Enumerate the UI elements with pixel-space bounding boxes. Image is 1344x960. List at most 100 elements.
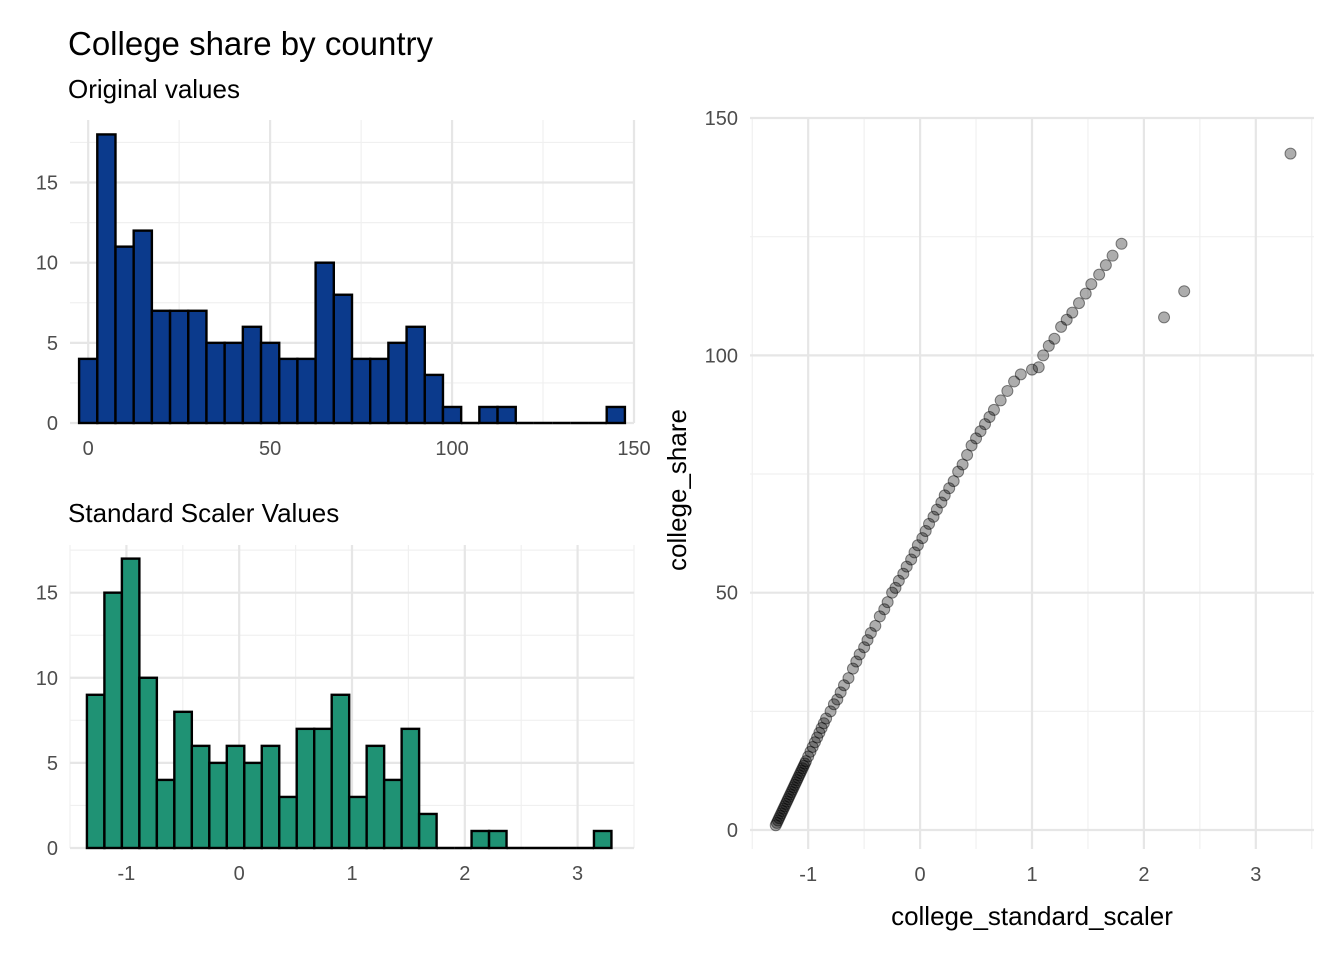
scatter-point xyxy=(770,816,783,829)
scatter-point xyxy=(794,767,807,780)
x-tick-label: 3 xyxy=(1250,864,1261,886)
scatter-point xyxy=(1066,306,1079,319)
scatter-point xyxy=(827,698,840,711)
scatter-point xyxy=(1093,268,1106,281)
histogram-bar xyxy=(330,693,351,850)
histogram-bar xyxy=(259,341,281,425)
scatter-point xyxy=(961,449,974,462)
scatter-point xyxy=(842,672,855,685)
scatter-point xyxy=(1055,320,1068,333)
histogram-bar xyxy=(208,761,228,850)
histogram-bar xyxy=(350,357,372,425)
scatter-point xyxy=(813,726,826,739)
scatter-point xyxy=(806,740,819,753)
histogram-bar xyxy=(260,744,281,850)
histogram-bar xyxy=(225,744,246,850)
scatter-point xyxy=(965,439,978,452)
histogram-bar xyxy=(405,325,426,425)
histogram-bar xyxy=(103,591,124,850)
scatter-point xyxy=(795,764,808,777)
histogram-bar xyxy=(132,229,154,425)
scatter-point xyxy=(947,475,960,488)
scatter-point xyxy=(970,432,983,445)
scatter-point xyxy=(784,788,797,801)
x-tick-label: 2 xyxy=(1138,864,1149,886)
scatter-point xyxy=(1284,147,1297,160)
y-tick-label: 10 xyxy=(36,253,58,275)
scatter-point xyxy=(776,805,789,818)
histogram-bar xyxy=(138,676,159,850)
scatter-point xyxy=(956,458,969,471)
histogram-bar xyxy=(243,761,263,850)
histogram-bar xyxy=(241,325,263,425)
histogram-bar xyxy=(173,710,194,850)
scatter-point xyxy=(778,800,791,813)
histogram-bar xyxy=(496,405,517,425)
histogram-bar xyxy=(605,405,627,425)
x-tick-label: -1 xyxy=(799,864,817,886)
scatter-point xyxy=(1115,237,1128,250)
x-tick-label: 3 xyxy=(572,863,583,885)
y-tick-label: 50 xyxy=(716,583,738,605)
y-tick-label: 0 xyxy=(47,413,58,435)
scatter-y-axis-title: college_share xyxy=(662,409,692,571)
scatter-point xyxy=(798,757,811,770)
scatter-point xyxy=(824,705,837,718)
y-tick-label: 5 xyxy=(47,333,58,355)
scatter-point xyxy=(783,790,796,803)
histogram-bar xyxy=(313,727,333,850)
histogram-bar xyxy=(470,829,491,850)
scatter-point xyxy=(994,394,1007,407)
scatter-point xyxy=(908,546,921,559)
scatter-point xyxy=(878,603,891,616)
scatter-point xyxy=(1037,349,1050,362)
scatter-point xyxy=(1048,332,1061,345)
histogram-original-subtitle: Original values xyxy=(68,74,240,104)
scatter-point xyxy=(1073,297,1085,310)
scatter-point xyxy=(792,771,805,784)
y-tick-label: 0 xyxy=(47,838,58,860)
x-tick-label: 50 xyxy=(259,438,281,460)
scatter-point xyxy=(789,776,802,789)
scatter-point xyxy=(935,496,948,509)
scatter-point xyxy=(786,783,799,796)
scatter-point xyxy=(1099,259,1112,272)
histogram-bar xyxy=(168,309,190,425)
scatter-point xyxy=(785,786,798,799)
scatter-point xyxy=(817,717,830,730)
scatter-point xyxy=(1026,363,1038,376)
scatter-point xyxy=(804,745,817,758)
scatter-point xyxy=(919,524,932,537)
scatter-point xyxy=(897,567,910,580)
histogram-bar xyxy=(347,795,368,850)
histogram-bar xyxy=(487,829,508,850)
histogram-bar xyxy=(295,727,316,850)
histogram-bar xyxy=(96,133,117,425)
scatter-point xyxy=(869,619,882,632)
scatter-point xyxy=(791,774,803,787)
scatter-point xyxy=(1079,287,1092,300)
scatter-point xyxy=(923,517,936,530)
x-tick-label: 0 xyxy=(83,438,94,460)
scatter-point xyxy=(797,759,810,772)
scatter-point xyxy=(1060,313,1073,326)
scatter-point xyxy=(1014,368,1027,381)
x-tick-label: 0 xyxy=(915,864,926,886)
scatter-point xyxy=(983,411,996,424)
scatter-point xyxy=(873,610,886,623)
scatter-point xyxy=(900,560,913,573)
scatter-point xyxy=(811,731,824,744)
histogram-bar xyxy=(592,829,613,850)
scatter-point xyxy=(796,762,809,775)
scatter-point xyxy=(773,812,786,825)
y-tick-label: 0 xyxy=(727,820,738,842)
histogram-bar xyxy=(205,341,226,425)
scatter-point xyxy=(771,814,784,827)
scatter-point xyxy=(782,793,795,806)
scatter-point xyxy=(927,510,940,523)
histogram-bar xyxy=(365,744,386,850)
scatter-point xyxy=(788,778,801,791)
scatter-point xyxy=(769,819,782,832)
scatter-point xyxy=(808,736,821,749)
scatter-point xyxy=(834,686,847,699)
